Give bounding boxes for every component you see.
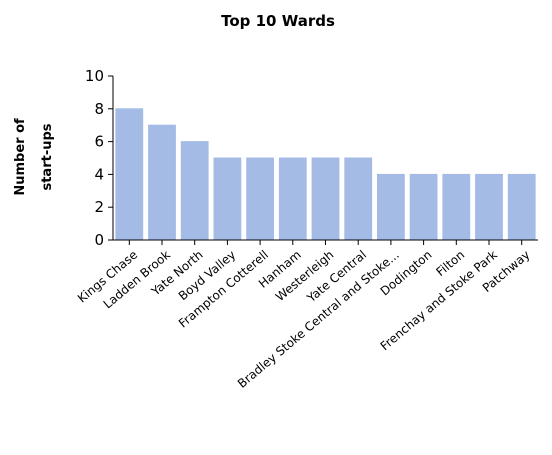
y-tick-label: 8 <box>94 100 104 118</box>
bar <box>115 108 144 241</box>
bar <box>409 173 438 241</box>
y-ticks-group: 0 2 4 6 8 10 <box>85 67 113 249</box>
bar <box>442 173 471 241</box>
y-axis-label-line-2: start-ups <box>40 123 55 190</box>
bar <box>246 157 274 241</box>
bar <box>148 124 176 241</box>
y-tick-label: 4 <box>94 165 104 183</box>
bar <box>377 173 405 241</box>
y-axis-label-line-1: Number of <box>13 118 28 196</box>
y-tick-label: 6 <box>94 133 104 151</box>
bar <box>180 141 209 241</box>
bar <box>344 157 373 241</box>
chart-title: Top 10 Wards <box>221 12 335 30</box>
y-tick-label: 10 <box>85 67 104 85</box>
y-axis-label: Number of start-ups <box>13 118 55 196</box>
bar <box>475 173 503 241</box>
bar <box>278 157 307 241</box>
bar <box>507 173 536 241</box>
bar <box>311 157 340 241</box>
bar <box>213 157 242 241</box>
y-tick-label: 2 <box>94 198 104 216</box>
bars-group <box>115 108 536 241</box>
y-tick-label: 0 <box>94 231 104 249</box>
